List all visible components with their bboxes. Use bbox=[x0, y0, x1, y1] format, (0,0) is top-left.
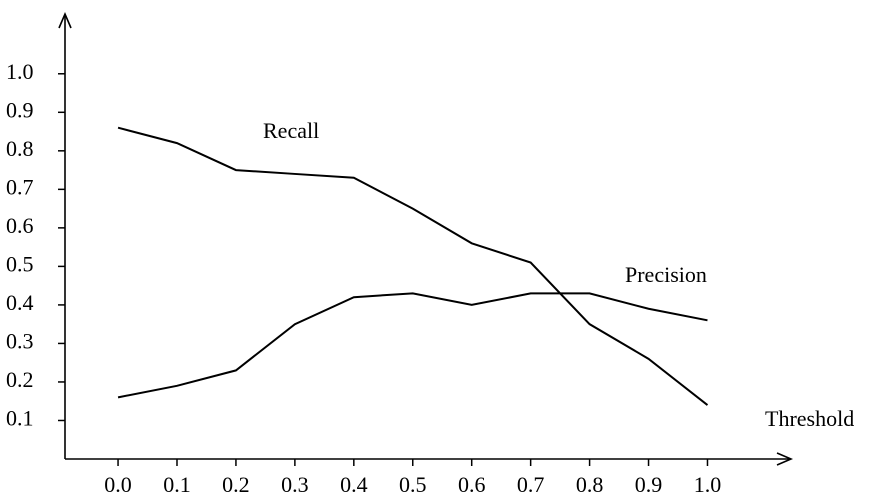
x-tick-label: 0.0 bbox=[104, 472, 132, 494]
series-label: Precision bbox=[625, 262, 707, 287]
x-tick-label: 0.9 bbox=[635, 472, 663, 494]
x-axis-arrow bbox=[776, 452, 794, 466]
x-tick-label: 0.6 bbox=[458, 472, 486, 494]
y-axis-arrow bbox=[58, 11, 72, 29]
y-tick-label: 0.2 bbox=[6, 367, 34, 392]
line bbox=[117, 292, 708, 399]
y-tick-label: 0.4 bbox=[6, 290, 34, 315]
y-tick-label: 1.0 bbox=[6, 59, 34, 84]
y-tick-label: 0.6 bbox=[6, 213, 34, 238]
x-tick-label: 0.4 bbox=[340, 472, 368, 494]
x-tick-label: 0.5 bbox=[399, 472, 427, 494]
y-tick-label: 0.5 bbox=[6, 251, 34, 276]
x-tick-label: 0.7 bbox=[517, 472, 545, 494]
y-tick-label: 0.3 bbox=[6, 328, 34, 353]
x-tick-label: 0.8 bbox=[576, 472, 604, 494]
series-label: Recall bbox=[263, 118, 319, 143]
y-tick-label: 0.9 bbox=[6, 97, 34, 122]
y-tick-label: 0.1 bbox=[6, 406, 34, 431]
x-tick-label: 0.1 bbox=[163, 472, 191, 494]
x-axis-label: Threshold bbox=[765, 406, 854, 431]
x-tick-label: 0.2 bbox=[222, 472, 250, 494]
y-tick-label: 0.8 bbox=[6, 136, 34, 161]
x-tick-label: 0.3 bbox=[281, 472, 309, 494]
y-tick-label: 0.7 bbox=[6, 174, 34, 199]
x-tick-label: 1.0 bbox=[694, 472, 722, 494]
line bbox=[117, 126, 709, 406]
